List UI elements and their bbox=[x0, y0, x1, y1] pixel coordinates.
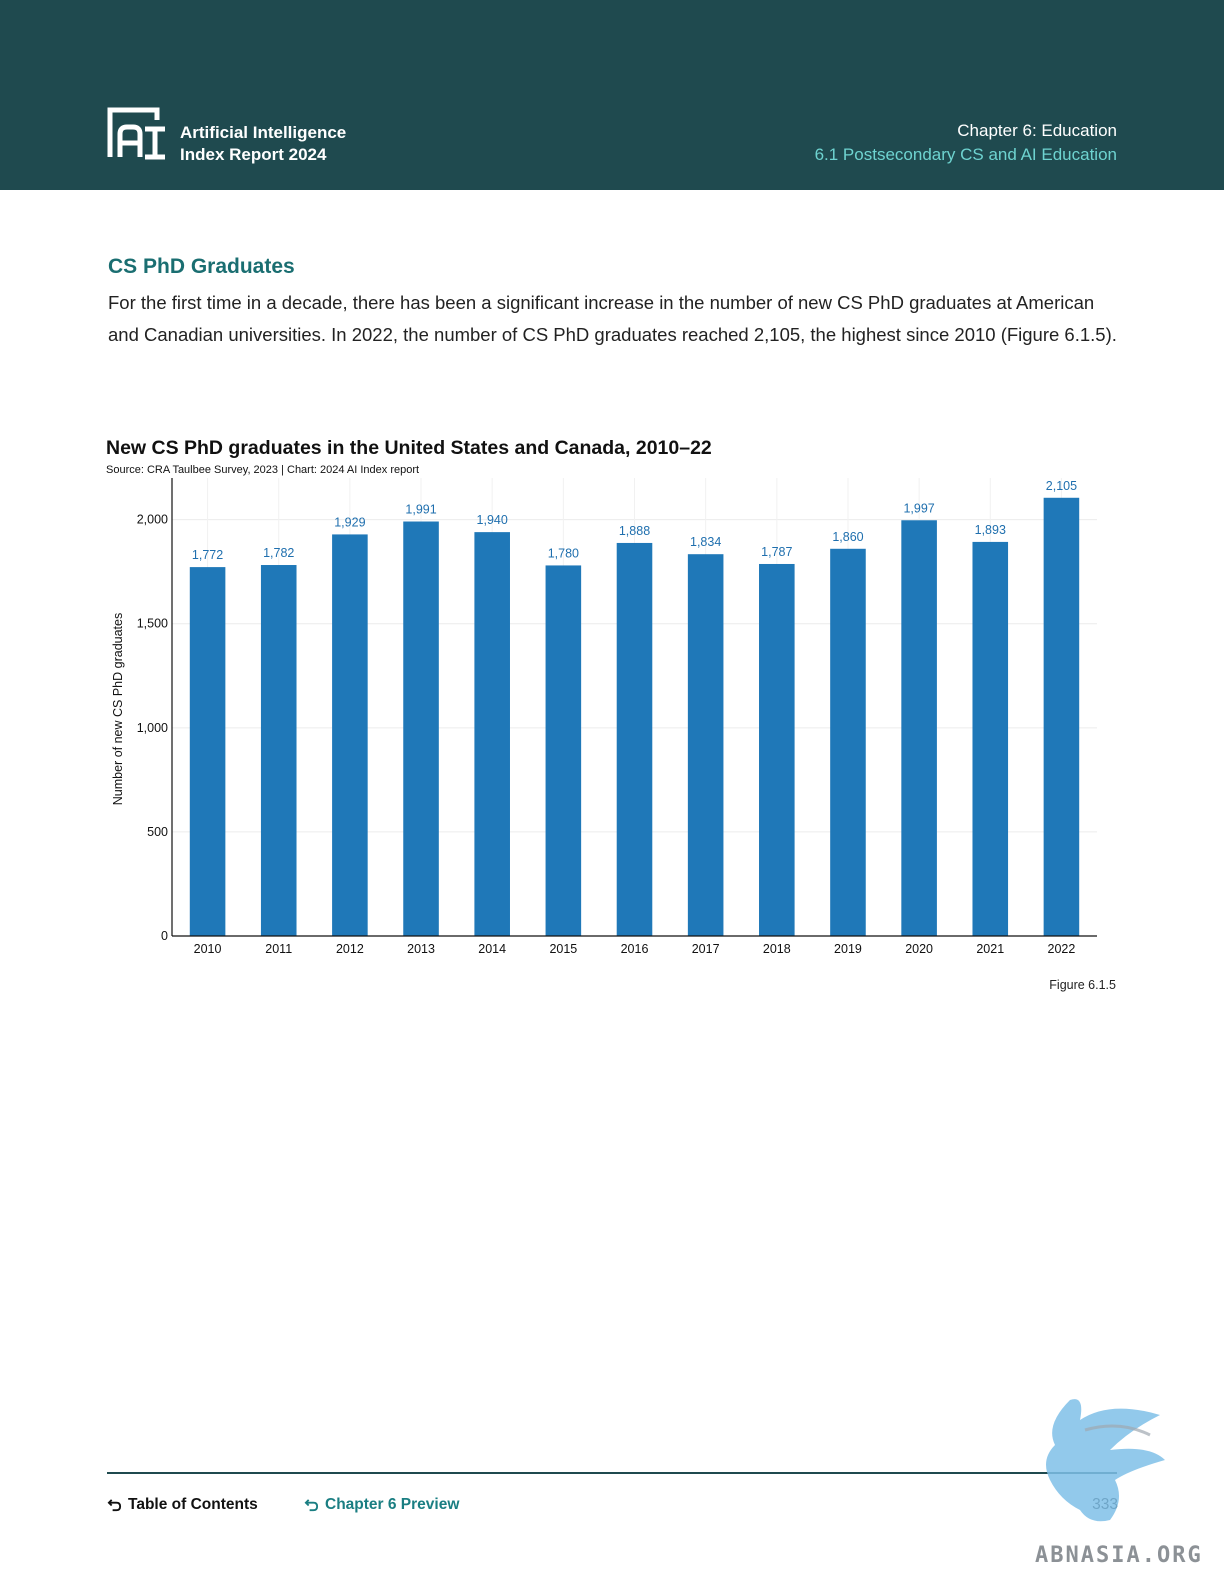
data-label-2014: 1,940 bbox=[477, 513, 508, 527]
chapter-subtitle: 6.1 Postsecondary CS and AI Education bbox=[814, 145, 1117, 164]
data-label-2013: 1,991 bbox=[405, 503, 436, 517]
x-tick-label-2011: 2011 bbox=[265, 942, 292, 956]
x-tick-label-2017: 2017 bbox=[692, 942, 720, 956]
return-arrow-icon bbox=[107, 1498, 122, 1511]
bar-2012 bbox=[332, 534, 368, 936]
bar-2015 bbox=[545, 565, 582, 936]
bar-2022 bbox=[1043, 497, 1080, 936]
chapter-preview-label: Chapter 6 Preview bbox=[325, 1496, 460, 1513]
y-tick-label: 500 bbox=[147, 825, 168, 839]
bar-2016 bbox=[616, 542, 653, 936]
report-title-line2: Index Report 2024 bbox=[180, 145, 327, 164]
table-of-contents-link[interactable]: Table of Contents bbox=[107, 1496, 258, 1514]
data-label-2011: 1,782 bbox=[263, 546, 294, 560]
data-label-2019: 1,860 bbox=[832, 530, 863, 544]
x-tick-label-2013: 2013 bbox=[407, 942, 435, 956]
footer-divider bbox=[107, 1472, 1117, 1474]
data-label-2017: 1,834 bbox=[690, 535, 721, 549]
data-label-2022: 2,105 bbox=[1046, 479, 1077, 493]
svg-text:ABNASIA.ORG: ABNASIA.ORG bbox=[1035, 1543, 1203, 1568]
x-tick-label-2010: 2010 bbox=[194, 942, 222, 956]
y-tick-label: 1,000 bbox=[137, 721, 168, 735]
data-label-2020: 1,997 bbox=[903, 501, 934, 515]
bar-2013 bbox=[403, 521, 439, 936]
chart-title: New CS PhD graduates in the United State… bbox=[106, 437, 712, 459]
figure-label: Figure 6.1.5 bbox=[1049, 978, 1116, 992]
x-tick-label-2022: 2022 bbox=[1048, 942, 1076, 956]
x-tick-label-2015: 2015 bbox=[549, 942, 577, 956]
bar-2017 bbox=[687, 554, 724, 936]
x-tick-label-2012: 2012 bbox=[336, 942, 364, 956]
bar-2011 bbox=[260, 565, 297, 936]
return-arrow-icon bbox=[304, 1498, 319, 1511]
x-tick-label-2020: 2020 bbox=[905, 942, 933, 956]
bars bbox=[189, 497, 1080, 936]
bar-2020 bbox=[901, 520, 937, 936]
report-title-line1: Artificial Intelligence bbox=[180, 123, 347, 142]
bar-2014 bbox=[474, 532, 510, 936]
bar-2018 bbox=[759, 563, 795, 936]
chart-source: Source: CRA Taulbee Survey, 2023 | Chart… bbox=[106, 464, 420, 476]
griffin-watermark-logo: ABNASIA.ORG bbox=[1035, 1399, 1203, 1568]
x-tick-label-2014: 2014 bbox=[478, 942, 506, 956]
x-tick-label-2021: 2021 bbox=[976, 942, 1004, 956]
y-axis-title: Number of new CS PhD graduates bbox=[111, 613, 125, 805]
x-tick-label-2018: 2018 bbox=[763, 942, 791, 956]
bar-2021 bbox=[972, 541, 1009, 936]
table-of-contents-label: Table of Contents bbox=[128, 1496, 258, 1513]
y-tick-label: 1,500 bbox=[137, 617, 168, 631]
report-header: Artificial Intelligence Index Report 202… bbox=[0, 0, 1224, 190]
report-title: Artificial Intelligence Index Report 202… bbox=[180, 122, 346, 166]
axes: 0 500 1,000 1,500 2,000 2010 2011 2012 2013 2014 2… bbox=[111, 478, 1097, 956]
ai-index-logo bbox=[107, 107, 165, 160]
section-body: For the first time in a decade, there ha… bbox=[108, 292, 1117, 345]
chapter-preview-link[interactable]: Chapter 6 Preview bbox=[304, 1496, 459, 1514]
data-label-2018: 1,787 bbox=[761, 545, 792, 559]
x-tick-label-2019: 2019 bbox=[834, 942, 862, 956]
gridlines bbox=[172, 478, 1097, 936]
data-labels: 1,772 1,782 1,929 1,991 1,940 1,780 1,888 1,834… bbox=[192, 479, 1077, 562]
section-title: CS PhD Graduates bbox=[108, 255, 295, 278]
bar-2010 bbox=[189, 567, 226, 936]
y-tick-label: 2,000 bbox=[137, 513, 168, 527]
bar-2019 bbox=[830, 548, 866, 936]
chapter-heading: Chapter 6: Education 6.1 Postsecondary C… bbox=[815, 119, 1117, 167]
data-label-2010: 1,772 bbox=[192, 548, 223, 562]
data-label-2015: 1,780 bbox=[548, 546, 579, 560]
data-label-2021: 1,893 bbox=[975, 523, 1006, 537]
chapter-title: Chapter 6: Education bbox=[957, 121, 1117, 140]
data-label-2012: 1,929 bbox=[334, 515, 365, 529]
y-tick-label: 0 bbox=[161, 929, 168, 943]
data-label-2016: 1,888 bbox=[619, 524, 650, 538]
x-tick-label-2016: 2016 bbox=[621, 942, 649, 956]
